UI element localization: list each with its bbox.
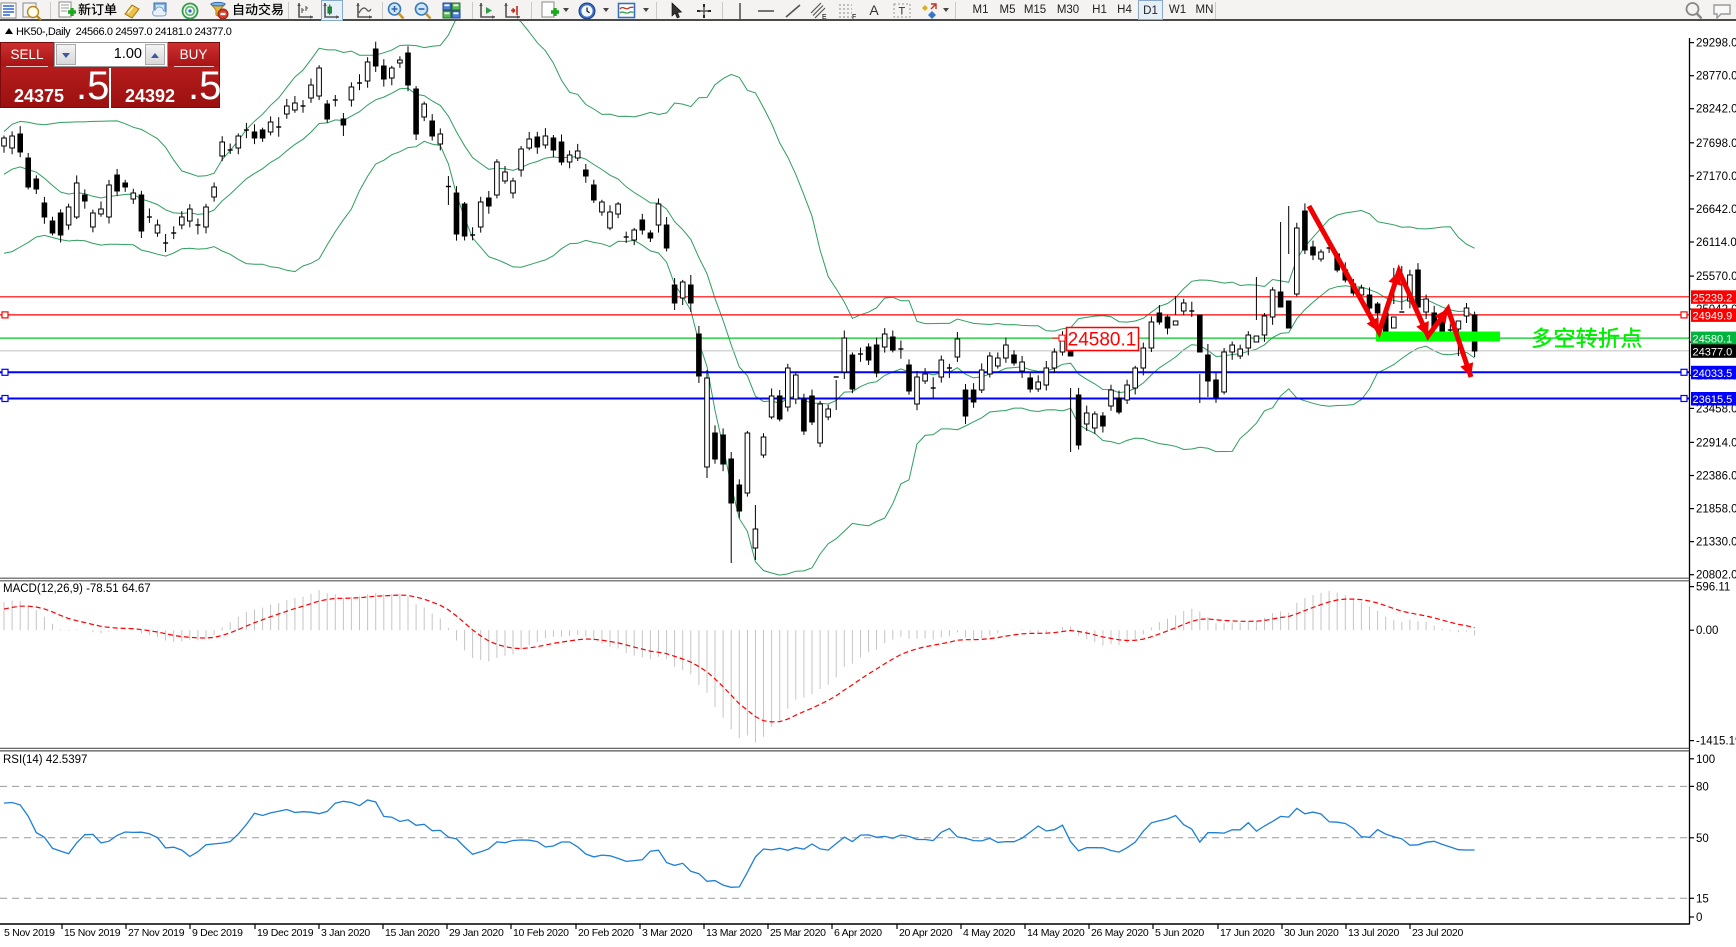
svg-text:25570.0: 25570.0 <box>1696 271 1736 283</box>
svg-text:15 Jan 2020: 15 Jan 2020 <box>385 927 440 939</box>
svg-text:25239.2: 25239.2 <box>1693 292 1733 304</box>
svg-text:3 Jan 2020: 3 Jan 2020 <box>321 927 370 939</box>
svg-text:E: E <box>822 14 827 21</box>
svg-text:21330.0: 21330.0 <box>1696 537 1736 549</box>
svg-text:24949.9: 24949.9 <box>1693 310 1733 322</box>
svg-text:80: 80 <box>1696 781 1709 793</box>
svg-text:23615.5: 23615.5 <box>1693 394 1733 406</box>
svg-text:28242.0: 28242.0 <box>1696 104 1736 116</box>
svg-text:6 Apr 2020: 6 Apr 2020 <box>834 927 882 939</box>
svg-text:0.00: 0.00 <box>1696 625 1718 637</box>
svg-text:MACD(12,26,9) -78.51 64.67: MACD(12,26,9) -78.51 64.67 <box>3 583 151 595</box>
svg-text:20 Apr 2020: 20 Apr 2020 <box>899 927 953 939</box>
svg-text:15 Nov 2019: 15 Nov 2019 <box>64 927 121 939</box>
svg-text:RSI(14) 42.5397: RSI(14) 42.5397 <box>3 754 87 766</box>
svg-text:15: 15 <box>1696 893 1709 905</box>
svg-text:-1415.19: -1415.19 <box>1696 736 1736 748</box>
svg-text:23458.0: 23458.0 <box>1696 403 1736 415</box>
svg-text:5 Nov 2019: 5 Nov 2019 <box>4 927 55 939</box>
svg-text:26114.0: 26114.0 <box>1696 237 1736 249</box>
svg-text:24033.5: 24033.5 <box>1693 368 1733 380</box>
svg-text:29 Jan 2020: 29 Jan 2020 <box>449 927 504 939</box>
svg-text:22386.0: 22386.0 <box>1696 471 1736 483</box>
svg-text:4 May 2020: 4 May 2020 <box>963 927 1015 939</box>
svg-text:27698.0: 27698.0 <box>1696 138 1736 150</box>
svg-text:10 Feb 2020: 10 Feb 2020 <box>513 927 569 939</box>
svg-text:13 Jul 2020: 13 Jul 2020 <box>1348 927 1399 939</box>
svg-text:17 Jun 2020: 17 Jun 2020 <box>1220 927 1275 939</box>
svg-text:100: 100 <box>1696 754 1715 766</box>
svg-text:0: 0 <box>1696 912 1702 924</box>
svg-text:21858.0: 21858.0 <box>1696 504 1736 516</box>
svg-text:9 Dec 2019: 9 Dec 2019 <box>192 927 243 939</box>
svg-text:29298.0: 29298.0 <box>1696 38 1736 50</box>
svg-text:50: 50 <box>1696 833 1709 845</box>
svg-text:14 May 2020: 14 May 2020 <box>1027 927 1085 939</box>
svg-text:T: T <box>899 6 906 18</box>
svg-text:24377.0: 24377.0 <box>1693 346 1733 358</box>
svg-text:25 Mar 2020: 25 Mar 2020 <box>770 927 826 939</box>
svg-text:23 Jul 2020: 23 Jul 2020 <box>1412 927 1463 939</box>
svg-text:3 Mar 2020: 3 Mar 2020 <box>642 927 693 939</box>
svg-text:28770.0: 28770.0 <box>1696 71 1736 83</box>
svg-text:19 Dec 2019: 19 Dec 2019 <box>257 927 314 939</box>
svg-text:26642.0: 26642.0 <box>1696 204 1736 216</box>
svg-text:20 Feb 2020: 20 Feb 2020 <box>578 927 634 939</box>
svg-text:13 Mar 2020: 13 Mar 2020 <box>706 927 762 939</box>
svg-text:26 May 2020: 26 May 2020 <box>1091 927 1149 939</box>
svg-text:30 Jun 2020: 30 Jun 2020 <box>1284 927 1339 939</box>
svg-text:596.11: 596.11 <box>1696 582 1730 594</box>
svg-text:5 Jun 2020: 5 Jun 2020 <box>1155 927 1204 939</box>
svg-text:20802.0: 20802.0 <box>1696 570 1736 582</box>
svg-text:22914.0: 22914.0 <box>1696 437 1736 449</box>
svg-text:24580.1: 24580.1 <box>1693 334 1733 346</box>
svg-text:27 Nov 2019: 27 Nov 2019 <box>128 927 185 939</box>
svg-text:F: F <box>852 14 856 21</box>
svg-text:27170.0: 27170.0 <box>1696 171 1736 183</box>
svg-text:24580.1: 24580.1 <box>1068 330 1137 351</box>
